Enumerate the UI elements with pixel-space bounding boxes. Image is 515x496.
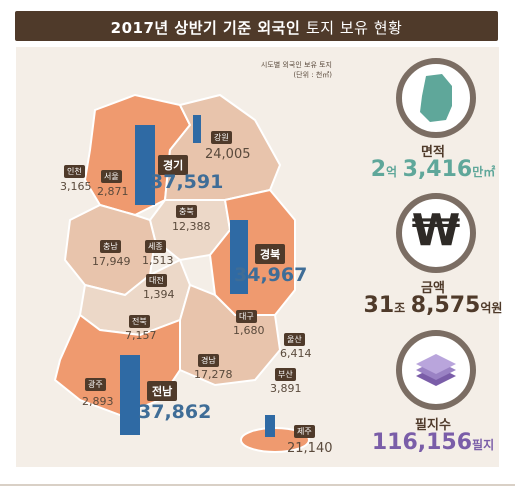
bar-group [120, 115, 275, 437]
bottom-divider [0, 484, 515, 486]
value-ulsan: 6,414 [280, 347, 312, 360]
value-seoul: 2,871 [97, 185, 129, 198]
parcels-circle [396, 330, 476, 410]
stacked-layers-icon [416, 354, 456, 386]
label-seoul: 서울 [101, 170, 122, 183]
label-daejeon: 대전 [146, 274, 167, 287]
area-circle [396, 58, 476, 138]
amount-circle: ₩ [396, 193, 476, 273]
label-gyeongnam: 경남 [198, 354, 219, 367]
header-title: 2017년 상반기 기준 외국인 토지 보유 현황 [15, 17, 498, 38]
parcels-value: 116,156필지 [371, 430, 495, 455]
korea-map-icon [420, 74, 452, 122]
legend: 시도별 외국인 보유 토지 (단위 : 천㎡) [242, 60, 332, 80]
area-value: 2억 3,416만㎡ [370, 157, 496, 182]
legend-unit: (단위 : 천㎡) [293, 71, 332, 79]
bar-gyeonggi [135, 125, 155, 205]
bar-gangwon [193, 115, 201, 143]
value-chungnam: 17,949 [92, 255, 131, 268]
header-bar: 2017년 상반기 기준 외국인 토지 보유 현황 [15, 11, 498, 41]
parcels-title: 필지수 [415, 418, 451, 433]
header-title-bold: 2017년 상반기 기준 외국인 [110, 19, 301, 37]
value-jeju: 21,140 [287, 441, 333, 456]
value-gyeongnam: 17,278 [194, 368, 233, 381]
won-sign-icon: ₩ [411, 205, 461, 256]
amount-value: 31조 8,575억원 [363, 293, 503, 318]
label-jeonbuk: 전북 [129, 315, 150, 328]
value-gyeongbuk: 34,967 [234, 264, 308, 286]
label-busan: 부산 [275, 368, 296, 381]
legend-title: 시도별 외국인 보유 토지 [260, 61, 332, 69]
label-jeju: 제주 [294, 425, 315, 438]
amount-title: 금액 [421, 281, 445, 296]
bar-jeonnam [120, 355, 140, 435]
value-daegu: 1,680 [233, 324, 265, 337]
value-sejong: 1,513 [142, 254, 174, 267]
value-gwangju: 2,893 [82, 395, 114, 408]
value-jeonbuk: 7,157 [125, 329, 157, 342]
header-title-light: 토지 보유 현황 [306, 19, 403, 37]
label-ulsan: 울산 [284, 333, 305, 346]
label-gyeongbuk: 경북 [255, 244, 286, 264]
label-jeonnam: 전남 [147, 381, 178, 401]
label-daegu: 대구 [236, 310, 257, 323]
label-chungnam: 충남 [100, 240, 121, 253]
label-sejong: 세종 [145, 240, 166, 253]
value-daejeon: 1,394 [143, 288, 175, 301]
value-incheon: 3,165 [60, 180, 92, 193]
label-gwangju: 광주 [85, 378, 106, 391]
bar-jeju [265, 415, 275, 437]
label-gyeonggi: 경기 [158, 155, 189, 175]
label-incheon: 인천 [64, 165, 85, 178]
value-chungbuk: 12,388 [172, 220, 211, 233]
value-busan: 3,891 [270, 382, 302, 395]
value-gangwon: 24,005 [205, 147, 251, 162]
label-gangwon: 강원 [211, 131, 232, 144]
bar-gyeongbuk [230, 220, 248, 294]
value-jeonnam: 37,862 [138, 401, 212, 423]
area-title: 면적 [421, 145, 445, 160]
label-chungbuk: 충북 [176, 205, 197, 218]
value-gyeonggi: 37,591 [150, 171, 224, 193]
